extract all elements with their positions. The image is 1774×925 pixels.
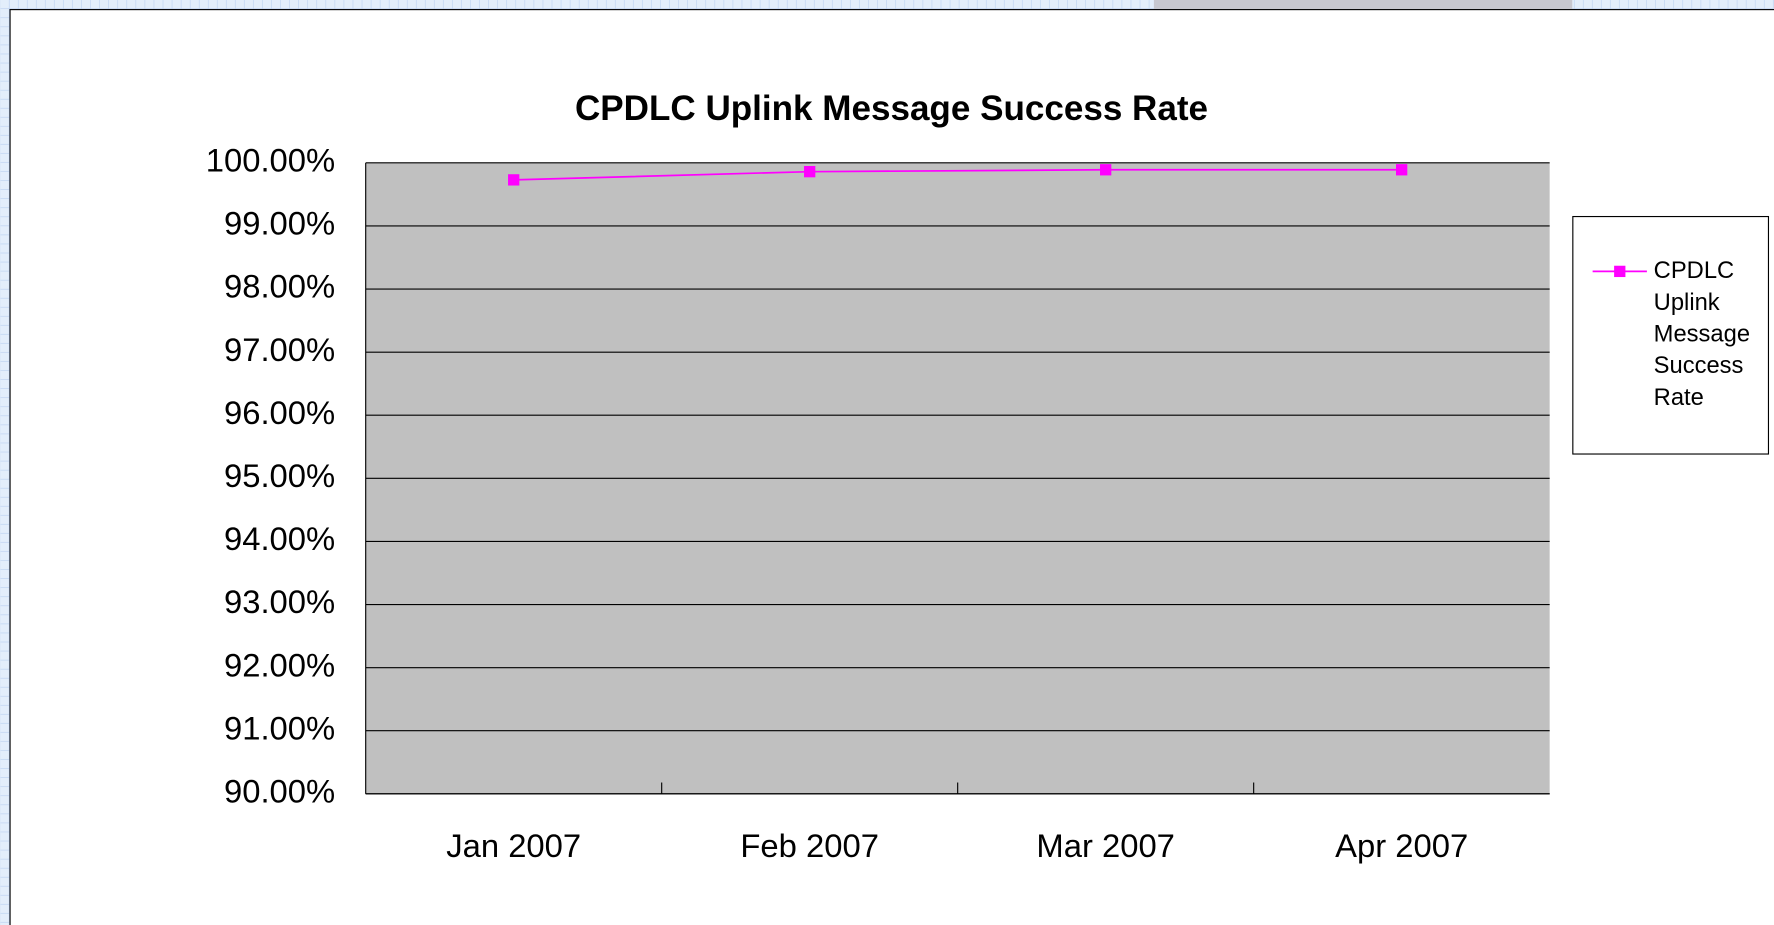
chart-title: CPDLC Uplink Message Success Rate [575, 89, 1208, 128]
y-tick-label: 98.00% [224, 268, 335, 305]
y-tick-label: 99.00% [224, 205, 335, 242]
series-line [513, 168, 1402, 181]
y-tick-label: 92.00% [224, 646, 335, 683]
y-tick-label: 91.00% [224, 709, 335, 746]
data-point [508, 174, 520, 186]
y-tick-label: 100.00% [206, 141, 335, 178]
x-tick-label: Apr 2007 [1335, 827, 1468, 864]
legend-box [1572, 215, 1770, 455]
y-tick-label: 97.00% [224, 331, 335, 368]
background-image [1153, 0, 1573, 10]
x-tick-label: Mar 2007 [1036, 827, 1175, 864]
data-point [1396, 164, 1408, 176]
legend-label: CPDLC Uplink Message Success Rate [1653, 257, 1751, 411]
x-tick-label: Feb 2007 [740, 827, 879, 864]
x-tick-label: Jan 2007 [446, 827, 581, 864]
y-tick-label: 93.00% [224, 583, 335, 620]
y-tick-label: 90.00% [224, 772, 335, 809]
data-point [1100, 164, 1112, 176]
legend-marker [1614, 265, 1626, 278]
y-tick-label: 96.00% [224, 394, 335, 431]
legend-entry: CPDLC Uplink Message Success Rate [1653, 257, 1751, 411]
y-tick-label: 94.00% [224, 520, 335, 557]
y-tick-label: 95.00% [224, 457, 335, 494]
data-point [804, 166, 816, 178]
